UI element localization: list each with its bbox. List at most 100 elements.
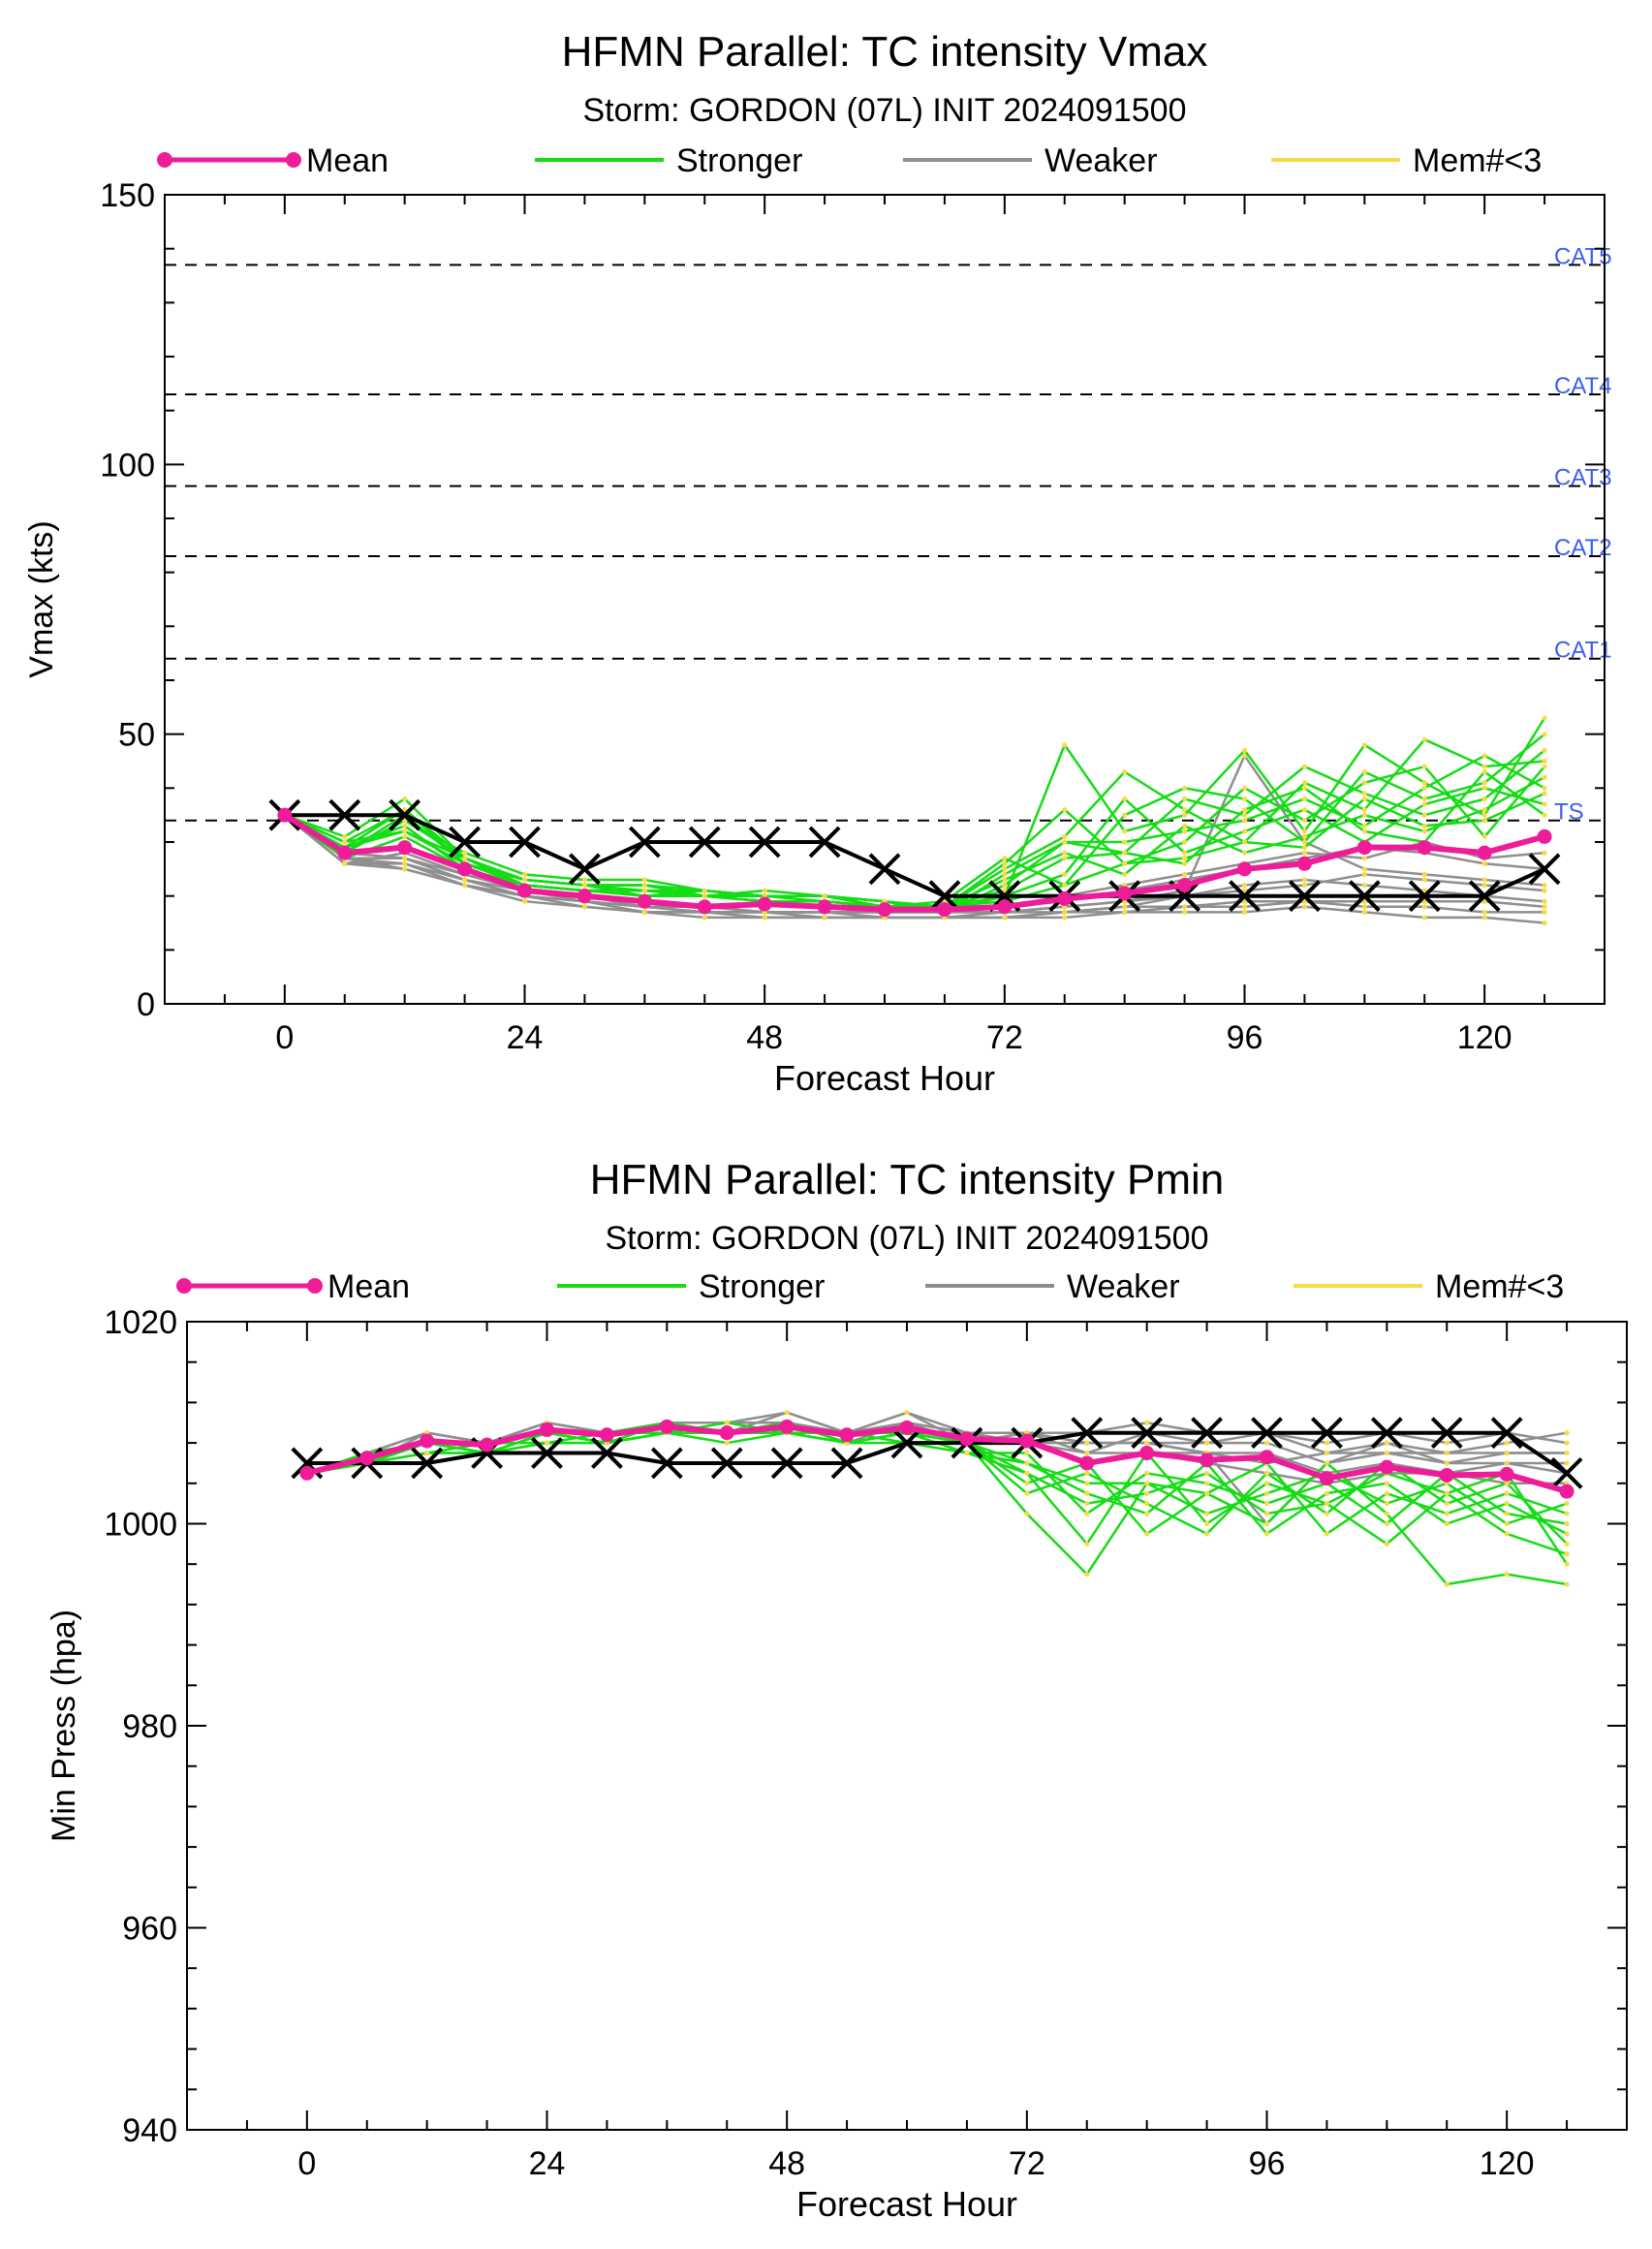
member-point: [544, 1440, 550, 1446]
observed-x-marker: [509, 826, 541, 859]
legend-label-stronger: Stronger: [699, 1268, 825, 1305]
mean-point: [877, 902, 892, 918]
x-tick-label: 0: [297, 2145, 316, 2182]
legend-label-stronger: Stronger: [676, 142, 802, 179]
observed-x-marker: [1311, 1417, 1343, 1450]
member-point: [1241, 839, 1248, 845]
member-point: [1504, 1490, 1510, 1496]
member-point: [1181, 904, 1188, 910]
chart-title: HFMN Parallel: TC intensity Pmin: [590, 1156, 1224, 1203]
observed-x-marker: [569, 853, 601, 886]
mean-point: [1057, 890, 1073, 906]
observed-x-marker: [1490, 1417, 1523, 1450]
member-point: [1481, 882, 1487, 889]
mean-point: [1139, 1446, 1155, 1461]
member-point: [1084, 1470, 1090, 1476]
member-point: [1263, 1481, 1270, 1486]
observed-x-marker: [928, 880, 961, 913]
member-point: [402, 796, 408, 802]
member-point: [1062, 839, 1068, 845]
mean-point: [1079, 1455, 1095, 1471]
member-point: [1481, 877, 1487, 883]
member-point: [1361, 769, 1367, 775]
member-point: [342, 839, 348, 845]
observed-x-marker: [531, 1437, 563, 1469]
member-point: [1241, 818, 1248, 824]
member-point: [1542, 747, 1547, 753]
member-point: [641, 877, 647, 883]
member-point: [1421, 828, 1427, 834]
member-point: [1203, 1470, 1210, 1476]
mean-point: [1537, 828, 1552, 844]
member-point: [1144, 1470, 1150, 1476]
member-point: [1384, 1541, 1389, 1546]
member-point: [1564, 1581, 1570, 1587]
mean-point: [397, 840, 413, 856]
mean-point: [359, 1451, 375, 1466]
member-point: [1444, 1511, 1449, 1516]
member-point: [1122, 828, 1128, 834]
mean-point: [1417, 840, 1432, 856]
member-point: [1024, 1481, 1030, 1486]
observed-line: [284, 813, 1545, 898]
observed-x-marker: [1071, 1417, 1104, 1450]
member-point: [1002, 877, 1008, 883]
member-point: [581, 904, 588, 910]
legend-label-mean: Mean: [327, 1268, 410, 1305]
member-point: [1062, 882, 1068, 889]
member-point: [1324, 1490, 1330, 1496]
observed-x-marker: [748, 826, 781, 859]
member-point: [1542, 909, 1547, 915]
observed-x-marker: [1229, 880, 1261, 913]
member-point: [641, 909, 647, 915]
chart-subtitle: Storm: GORDON (07L) INIT 2024091500: [583, 92, 1187, 129]
weaker-member-line: [284, 814, 1545, 920]
member-point: [1564, 1460, 1570, 1466]
member-point: [1181, 828, 1188, 834]
member-point: [1564, 1430, 1570, 1436]
mean-point: [1477, 845, 1492, 860]
observed-x-marker: [328, 798, 361, 831]
member-point: [1542, 758, 1547, 765]
member-point: [1384, 1501, 1389, 1507]
member-point: [402, 856, 408, 861]
member-point: [1241, 888, 1248, 893]
member-point: [1324, 1440, 1330, 1446]
observed-x-marker: [449, 826, 481, 859]
member-point: [1421, 904, 1427, 910]
member-point: [1564, 1520, 1570, 1527]
member-point: [1301, 828, 1308, 834]
mean-point: [299, 1465, 315, 1481]
member-point: [1301, 785, 1308, 791]
x-tick-label: 72: [986, 1019, 1023, 1056]
stronger-member-line: [306, 1421, 1568, 1525]
member-point: [1444, 1460, 1449, 1466]
plot-frame: [164, 194, 1605, 1005]
member-point: [1263, 1501, 1270, 1507]
observed-x-marker: [1348, 880, 1381, 913]
series-group: [291, 1410, 1583, 1587]
mean-point: [899, 1420, 915, 1435]
member-point: [424, 1450, 430, 1456]
mean-point: [757, 896, 772, 912]
x-axis-label: Forecast Hour: [774, 1058, 995, 1098]
member-point: [1084, 1481, 1090, 1486]
member-point: [1122, 871, 1128, 878]
x-axis-label: Forecast Hour: [796, 2184, 1017, 2224]
member-point: [1421, 915, 1427, 921]
member-point: [1122, 904, 1128, 910]
member-point: [1144, 1440, 1150, 1446]
observed-x-marker: [1251, 1417, 1283, 1450]
member-point: [1564, 1531, 1570, 1537]
member-point: [1504, 1531, 1510, 1537]
observed-x-marker: [650, 1447, 683, 1480]
observed-line: [306, 1430, 1569, 1476]
mean-point: [1019, 1433, 1035, 1449]
member-point: [1241, 828, 1248, 834]
member-point: [521, 877, 528, 883]
member-point: [1301, 764, 1308, 769]
member-point: [1542, 801, 1547, 807]
mean-point: [1296, 856, 1312, 871]
observed-x-marker: [591, 1437, 623, 1469]
member-point: [1481, 818, 1487, 824]
